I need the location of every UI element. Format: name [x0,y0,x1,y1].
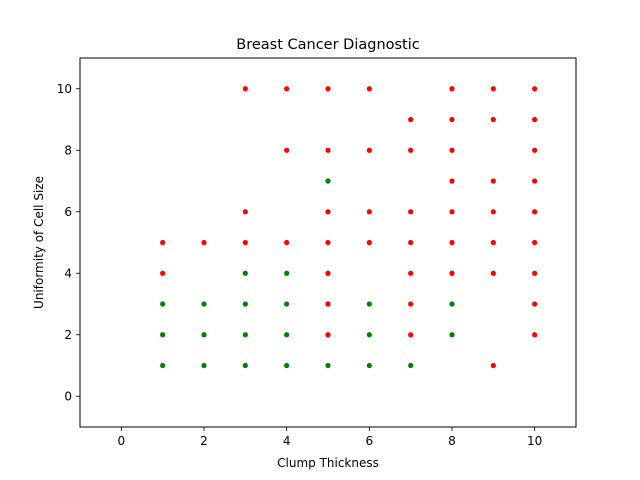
data-point-red [408,116,414,123]
data-point-green [366,332,372,338]
data-point-red [366,209,372,215]
x-tick-label: 6 [366,434,374,448]
data-point-red [408,332,414,338]
data-point-green [284,301,290,307]
data-point-green [366,362,372,369]
data-point-red [532,239,538,246]
data-point-green [160,362,166,369]
data-point-red [201,239,207,246]
data-point-red [284,86,290,92]
data-point-green [242,362,248,369]
data-point-green [242,301,248,307]
x-tick-label: 4 [283,434,291,448]
data-point-red [366,239,372,246]
x-tick-label: 8 [448,434,456,448]
data-point-red [325,86,331,92]
x-tick-label: 0 [118,434,126,448]
y-tick-label: 6 [64,205,72,219]
data-point-red [490,86,496,92]
data-point-green [242,332,248,338]
data-point-red [325,239,331,246]
data-point-red [532,301,538,307]
y-tick-label: 0 [64,389,72,403]
data-point-green [201,332,207,338]
data-point-green [284,362,290,369]
data-point-green [449,301,455,307]
y-tick-label: 8 [64,143,72,157]
data-point-red [408,147,414,153]
data-point-green [201,301,207,307]
axis-ticks: 0 2 4 6 8 10 0 2 4 6 8 10 [57,82,543,448]
data-point-red [449,147,455,153]
data-point-green [242,270,248,276]
data-point-red [408,270,414,276]
data-point-red [532,270,538,276]
data-point-red [242,86,248,92]
data-point-red [490,209,496,215]
data-point-red [284,239,290,246]
data-point-green [325,178,331,184]
data-point-green [201,362,207,369]
y-tick-label: 2 [64,328,72,342]
data-point-red [160,270,166,276]
data-point-red [532,116,538,123]
data-point-red [532,86,538,92]
y-tick-label: 4 [64,266,72,280]
data-point-red [449,116,455,123]
data-point-red [449,270,455,276]
data-point-red [532,332,538,338]
data-point-red [325,301,331,307]
data-point-red [490,116,496,123]
data-point-red [449,178,455,184]
x-axis-title: Clump Thickness [277,456,379,470]
data-point-red [284,147,290,153]
x-tick-label: 2 [200,434,208,448]
data-point-red [532,147,538,153]
y-tick-label: 10 [57,82,72,96]
data-point-red [449,209,455,215]
data-point-green [408,362,414,369]
data-point-red [366,86,372,92]
data-point-red [242,209,248,215]
data-point-red [490,362,496,369]
data-point-red [408,301,414,307]
data-point-red [490,270,496,276]
data-point-red [449,239,455,246]
data-point-green [160,301,166,307]
x-tick-label: 10 [527,434,542,448]
data-point-red [160,239,166,246]
data-point-red [408,209,414,215]
data-point-green [449,332,455,338]
data-points [160,86,538,369]
data-point-red [408,239,414,246]
data-point-green [325,362,331,369]
data-point-red [325,147,331,153]
data-point-green [284,270,290,276]
data-point-red [490,178,496,184]
data-point-red [325,332,331,338]
data-point-green [284,332,290,338]
data-point-red [490,239,496,246]
data-point-green [160,332,166,338]
data-point-red [325,209,331,215]
data-point-red [532,178,538,184]
plot-frame [79,57,577,428]
y-axis-title: Uniformity of Cell Size [32,176,46,309]
data-point-red [325,270,331,276]
data-point-red [366,147,372,153]
data-point-red [242,239,248,246]
data-point-red [449,86,455,92]
chart-title: Breast Cancer Diagnostic [236,37,420,53]
data-point-green [366,301,372,307]
data-point-red [532,209,538,215]
